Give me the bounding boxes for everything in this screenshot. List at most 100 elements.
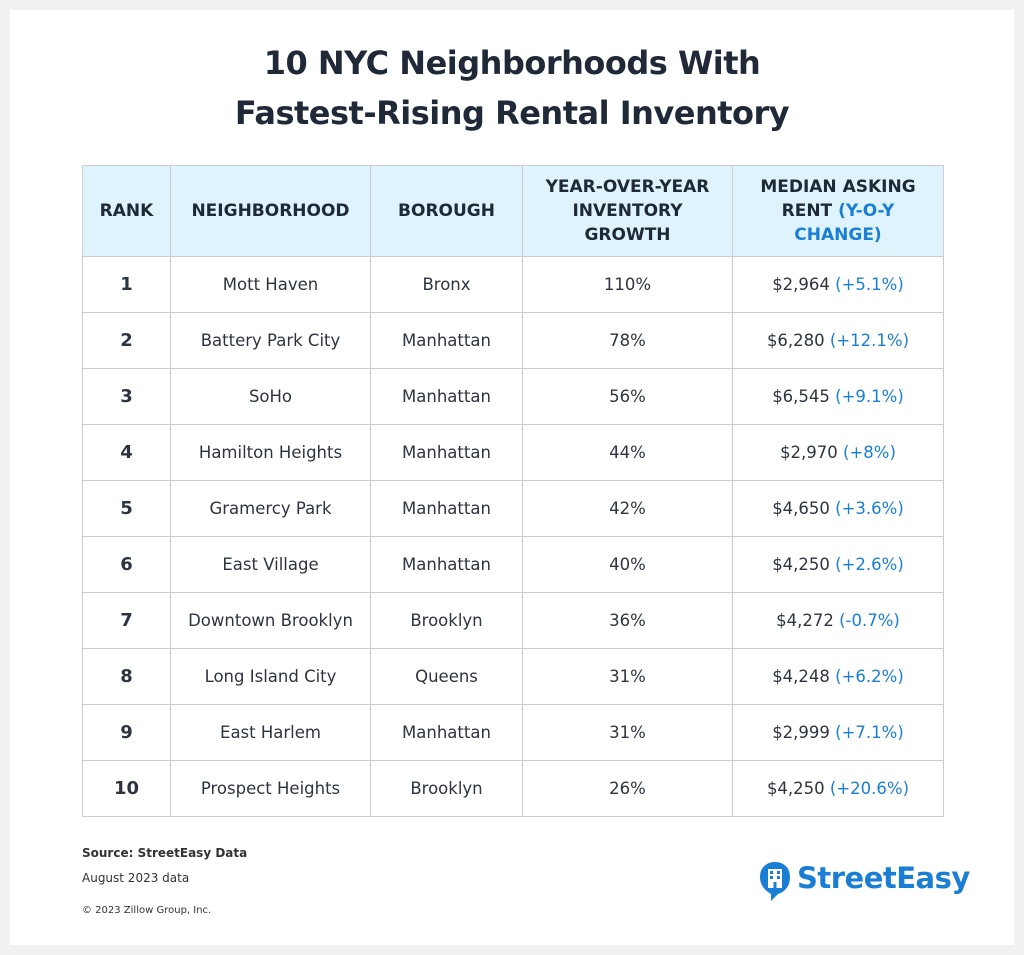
rank: 3	[120, 386, 133, 407]
neighborhood: East Village	[222, 555, 319, 574]
copyright: © 2023 Zillow Group, Inc.	[82, 905, 212, 916]
table-row: 7 Downtown Brooklyn Brooklyn 36% $4,272 (-0.…	[82, 592, 944, 649]
median-rent: $2,999	[772, 723, 830, 742]
cell: 7	[82, 592, 171, 649]
cell: 8	[82, 648, 171, 705]
rank: 10	[113, 778, 140, 799]
header-text: YEAR-OVER-YEAR INVENTORY GROWTH	[545, 177, 710, 245]
cell: $6,545 (+9.1%)	[732, 368, 944, 425]
borough: Manhattan	[402, 499, 491, 518]
rank: 7	[120, 610, 133, 631]
title-line: Fastest-Rising Rental Inventory	[234, 94, 790, 132]
cell: 9	[82, 704, 171, 761]
inventory-growth: 42%	[609, 499, 646, 518]
cell: 78%	[522, 312, 733, 369]
table-body: 1 Mott Haven Bronx 110% $2,964 (+5.1%) 2 Batte…	[82, 256, 944, 817]
header-row: RANK NEIGHBORHOOD BOROUGH YEAR-OVER-YEAR IN…	[82, 165, 944, 257]
inventory-growth: 36%	[609, 611, 646, 630]
cell: Battery Park City	[170, 312, 371, 369]
logo-text: StreetEasy	[797, 861, 970, 895]
borough: Brooklyn	[410, 779, 483, 798]
header-highlight: (Y-O-Y CHANGE)	[794, 201, 895, 245]
table-row: 5 Gramercy Park Manhattan 42% $4,650 (+3.6%)	[82, 480, 944, 537]
cell: 42%	[522, 480, 733, 537]
median-rent: $4,650	[772, 499, 830, 518]
header-text: RANK	[99, 201, 154, 221]
neighborhood: Downtown Brooklyn	[188, 611, 353, 630]
rent-change: (-0.7%)	[839, 611, 900, 630]
cell: Hamilton Heights	[170, 424, 371, 481]
cell: $2,999 (+7.1%)	[732, 704, 944, 761]
cell: 44%	[522, 424, 733, 481]
borough: Manhattan	[402, 723, 491, 742]
source: Source: StreetEasy Data	[82, 846, 248, 860]
column-header: NEIGHBORHOOD	[170, 165, 371, 257]
rank: 5	[120, 498, 133, 519]
cell: SoHo	[170, 368, 371, 425]
neighborhood: Battery Park City	[200, 331, 341, 350]
borough: Brooklyn	[410, 611, 483, 630]
inventory-growth: 78%	[609, 331, 646, 350]
cell: Manhattan	[370, 424, 523, 481]
inventory-growth: 40%	[609, 555, 646, 574]
inventory-growth: 44%	[609, 443, 646, 462]
cell: Bronx	[370, 256, 523, 313]
cell: 31%	[522, 704, 733, 761]
borough: Manhattan	[402, 387, 491, 406]
table-row: 3 SoHo Manhattan 56% $6,545 (+9.1%)	[82, 368, 944, 425]
table: RANK NEIGHBORHOOD BOROUGH YEAR-OVER-YEAR IN…	[82, 165, 944, 817]
rank: 2	[120, 330, 133, 351]
cell: 31%	[522, 648, 733, 705]
median-rent: $6,545	[772, 387, 830, 406]
cell: 26%	[522, 760, 733, 817]
borough: Bronx	[422, 275, 471, 294]
cell: 110%	[522, 256, 733, 313]
neighborhood: Long Island City	[204, 667, 337, 686]
rent-change: (+9.1%)	[835, 387, 904, 406]
inventory-growth: 26%	[609, 779, 646, 798]
cell: 4	[82, 424, 171, 481]
median-rent: $2,964	[772, 275, 830, 294]
median-rent: $2,970	[780, 443, 838, 462]
cell: 5	[82, 480, 171, 537]
title-line: 10 NYC Neighborhoods With	[263, 44, 761, 82]
median-rent: $4,248	[772, 667, 830, 686]
cell: Manhattan	[370, 480, 523, 537]
median-rent: $4,272	[776, 611, 834, 630]
header-text: BOROUGH	[398, 201, 495, 221]
cell: 36%	[522, 592, 733, 649]
cell: $4,272 (-0.7%)	[732, 592, 944, 649]
header-text: NEIGHBORHOOD	[191, 201, 350, 221]
cell: 1	[82, 256, 171, 313]
cell: Mott Haven	[170, 256, 371, 313]
rent-change: (+12.1%)	[829, 331, 910, 350]
rank: 4	[120, 442, 133, 463]
inventory-growth: 110%	[603, 275, 652, 294]
cell: 56%	[522, 368, 733, 425]
table-row: 4 Hamilton Heights Manhattan 44% $2,970 (+8%…	[82, 424, 944, 481]
inventory-growth: 31%	[609, 723, 646, 742]
neighborhood: Gramercy Park	[209, 499, 332, 518]
median-rent: $4,250	[766, 779, 825, 798]
cell: $4,250 (+2.6%)	[732, 536, 944, 593]
cell: 6	[82, 536, 171, 593]
table-row: 10 Prospect Heights Brooklyn 26% $4,250 (+20…	[82, 760, 944, 817]
cell: Manhattan	[370, 312, 523, 369]
rank: 1	[120, 274, 133, 295]
median-rent: $4,250	[772, 555, 830, 574]
median-rent: $6,280	[766, 331, 825, 350]
header-text: MEDIAN ASKING RENT	[760, 177, 916, 221]
borough: Manhattan	[402, 443, 491, 462]
column-header: MEDIAN ASKING RENT (Y-O-Y CHANGE)	[732, 165, 944, 257]
rent-change: (+6.2%)	[835, 667, 904, 686]
cell: $4,250 (+20.6%)	[732, 760, 944, 817]
cell: 10	[82, 760, 171, 817]
table-row: 9 East Harlem Manhattan 31% $2,999 (+7.1%)	[82, 704, 944, 761]
table-row: 8 Long Island City Queens 31% $4,248 (+6.2%)	[82, 648, 944, 705]
rank: 9	[120, 722, 133, 743]
cell: 2	[82, 312, 171, 369]
column-header: RANK	[82, 165, 171, 257]
rank: 8	[120, 666, 133, 687]
cell: $4,248 (+6.2%)	[732, 648, 944, 705]
